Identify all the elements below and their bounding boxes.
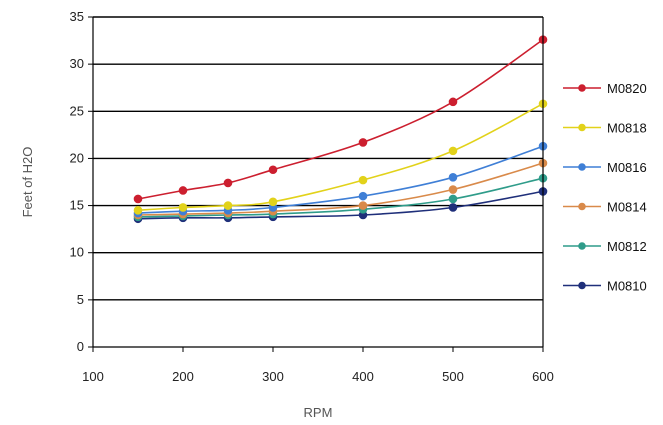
axes (88, 16, 544, 352)
legend-item-M0812: M0812 (563, 239, 647, 254)
x-tick-label: 300 (262, 369, 284, 384)
y-tick-label: 30 (70, 56, 84, 71)
data-point (358, 191, 368, 201)
data-point (178, 186, 188, 195)
y-tick-label: 0 (77, 339, 84, 354)
data-point (133, 194, 143, 204)
legend-item-M0814: M0814 (563, 200, 647, 215)
legend-label: M0818 (607, 121, 647, 136)
x-tick-label: 200 (172, 369, 194, 384)
data-point (223, 201, 233, 210)
legend-label: M0810 (607, 279, 647, 294)
legend-item-M0810: M0810 (563, 279, 647, 294)
data-point (358, 138, 368, 147)
tick-labels: 0 5 10 15 20 25 30 35 100 200 300 400 500 600 (70, 9, 554, 384)
y-tick-label: 10 (70, 245, 84, 260)
data-point (448, 146, 458, 156)
data-point (448, 194, 458, 204)
legend-marker (578, 281, 586, 290)
y-tick-label: 15 (70, 198, 84, 213)
y-axis-title: Feet of H2O (20, 147, 35, 218)
data-point (448, 97, 458, 107)
y-tick-label: 25 (70, 103, 84, 118)
data-point (358, 175, 368, 185)
y-tick-label: 5 (77, 292, 84, 307)
x-tick-label: 400 (352, 369, 374, 384)
series-M0818 (133, 99, 548, 215)
data-point (223, 178, 233, 188)
legend-marker (578, 242, 586, 250)
x-tick-label: 100 (82, 369, 104, 384)
legend-marker (578, 163, 586, 171)
data-point (448, 203, 458, 212)
legend-item-M0820: M0820 (563, 81, 647, 96)
legend-label: M0820 (607, 81, 647, 96)
x-tick-label: 500 (442, 369, 464, 384)
data-point (178, 203, 188, 212)
x-tick-label: 600 (532, 369, 554, 384)
data-point (358, 201, 368, 210)
data-point (268, 165, 278, 175)
x-axis-title: RPM (304, 405, 333, 420)
legend: M0820 M0818 M0816 M0814 M0812 M0810 (563, 81, 647, 294)
data-point (133, 205, 143, 215)
legend-marker (578, 202, 586, 211)
data-point (448, 185, 458, 194)
legend-item-M0816: M0816 (563, 160, 647, 175)
series-lines (133, 35, 548, 224)
grid-lines (93, 16, 543, 301)
legend-marker (578, 84, 586, 92)
series-line (137, 102, 544, 212)
y-tick-label: 20 (70, 150, 84, 165)
data-point (268, 197, 278, 207)
legend-item-M0818: M0818 (563, 121, 647, 136)
series-M0820 (133, 35, 548, 204)
y-tick-label: 35 (70, 9, 84, 24)
legend-label: M0812 (607, 239, 647, 254)
data-point (448, 172, 458, 182)
legend-marker (578, 123, 586, 132)
legend-label: M0816 (607, 160, 647, 175)
legend-label: M0814 (607, 200, 647, 215)
